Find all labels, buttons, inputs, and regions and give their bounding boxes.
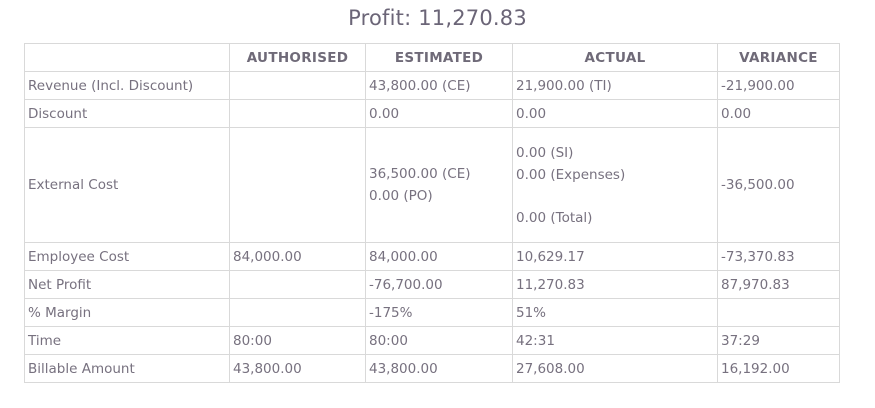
cell-variance: -21,900.00 <box>717 71 840 100</box>
cell-authorised <box>229 298 366 327</box>
cell-estimated: 36,500.00 (CE) 0.00 (PO) <box>365 127 513 243</box>
cell-variance: 16,192.00 <box>717 354 840 383</box>
cell-estimated: 0.00 <box>365 99 513 128</box>
cell-variance <box>717 298 840 327</box>
cell-variance: -36,500.00 <box>717 127 840 243</box>
estimated-ce: 36,500.00 (CE) <box>369 166 471 182</box>
cell-estimated: 43,800.00 (CE) <box>365 71 513 100</box>
header-actual: ACTUAL <box>512 43 718 72</box>
page-title: Profit: 11,270.83 <box>348 6 527 30</box>
actual-si: 0.00 (SI) <box>516 144 574 161</box>
cell-variance: 0.00 <box>717 99 840 128</box>
table-row-margin: % Margin -175% 51% <box>24 298 840 327</box>
cell-variance: 87,970.83 <box>717 270 840 299</box>
table-header-row: AUTHORISED ESTIMATED ACTUAL VARIANCE <box>24 43 840 72</box>
row-label: External Cost <box>24 127 230 243</box>
cell-authorised <box>229 99 366 128</box>
row-label: Employee Cost <box>24 242 230 271</box>
spacer <box>516 186 714 207</box>
cell-estimated: 84,000.00 <box>365 242 513 271</box>
table-row-time: Time 80:00 80:00 42:31 37:29 <box>24 326 840 355</box>
cell-estimated: 43,800.00 <box>365 354 513 383</box>
table-row-revenue: Revenue (Incl. Discount) 43,800.00 (CE) … <box>24 71 840 100</box>
cell-variance: 37:29 <box>717 326 840 355</box>
table-row-external-cost: External Cost 36,500.00 (CE) 0.00 (PO) 0… <box>24 127 840 243</box>
header-estimated: ESTIMATED <box>365 43 513 72</box>
cell-authorised <box>229 127 366 243</box>
cell-authorised <box>229 270 366 299</box>
cell-estimated: -175% <box>365 298 513 327</box>
table-row-employee-cost: Employee Cost 84,000.00 84,000.00 10,629… <box>24 242 840 271</box>
cell-actual: 0.00 (SI) 0.00 (Expenses) 0.00 (Total) <box>512 127 718 243</box>
actual-expenses: 0.00 (Expenses) <box>516 166 626 183</box>
estimated-po: 0.00 (PO) <box>369 188 433 204</box>
row-label: Billable Amount <box>24 354 230 383</box>
table-row-discount: Discount 0.00 0.00 0.00 <box>24 99 840 128</box>
cell-actual: 21,900.00 (TI) <box>512 71 718 100</box>
cell-authorised: 43,800.00 <box>229 354 366 383</box>
header-label <box>24 43 230 72</box>
row-label: % Margin <box>24 298 230 327</box>
header-variance: VARIANCE <box>717 43 840 72</box>
header-authorised: AUTHORISED <box>229 43 366 72</box>
actual-total: 0.00 (Total) <box>516 209 593 226</box>
cell-authorised: 84,000.00 <box>229 242 366 271</box>
table-row-billable-amount: Billable Amount 43,800.00 43,800.00 27,6… <box>24 354 840 383</box>
cell-estimated: -76,700.00 <box>365 270 513 299</box>
cell-actual: 42:31 <box>512 326 718 355</box>
cell-actual: 0.00 <box>512 99 718 128</box>
row-label: Net Profit <box>24 270 230 299</box>
cell-authorised <box>229 71 366 100</box>
cell-actual: 10,629.17 <box>512 242 718 271</box>
profit-table: AUTHORISED ESTIMATED ACTUAL VARIANCE Rev… <box>24 43 840 383</box>
cell-estimated: 80:00 <box>365 326 513 355</box>
row-label: Revenue (Incl. Discount) <box>24 71 230 100</box>
cell-actual: 11,270.83 <box>512 270 718 299</box>
row-label: Time <box>24 326 230 355</box>
cell-actual: 27,608.00 <box>512 354 718 383</box>
cell-authorised: 80:00 <box>229 326 366 355</box>
cell-variance: -73,370.83 <box>717 242 840 271</box>
row-label: Discount <box>24 99 230 128</box>
cell-actual: 51% <box>512 298 718 327</box>
table-row-net-profit: Net Profit -76,700.00 11,270.83 87,970.8… <box>24 270 840 299</box>
